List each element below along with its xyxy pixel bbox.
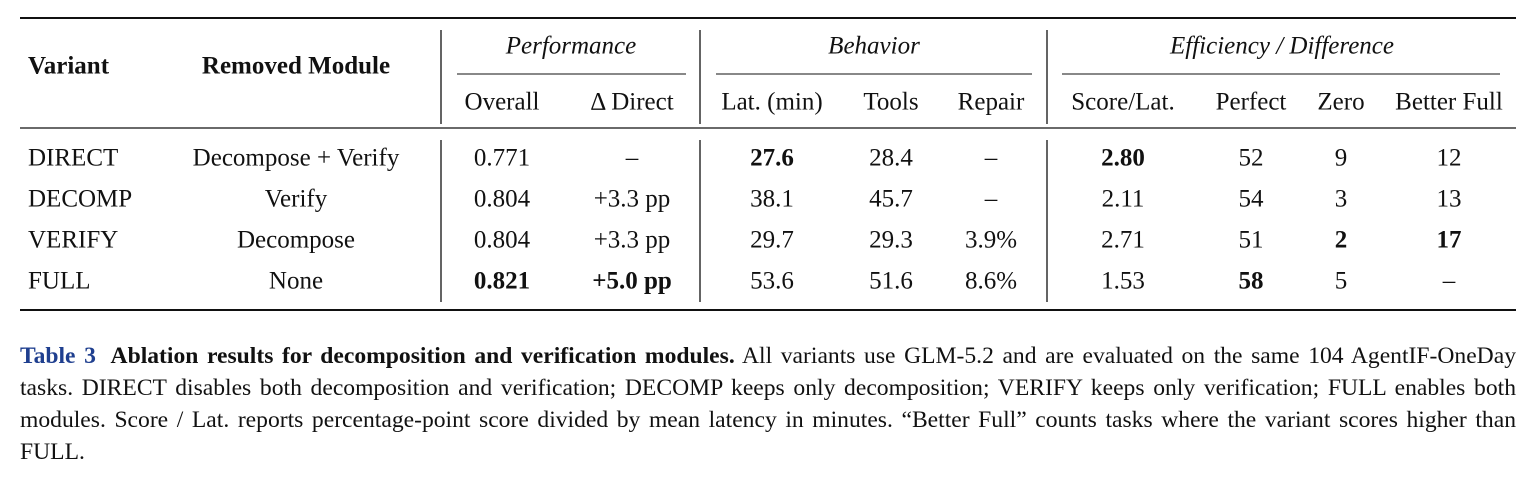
table-cell: VERIFY [28,227,118,254]
table-cell: – [984,186,998,213]
table-cell: 5 [1335,268,1348,295]
table-cell: 51 [1239,227,1264,254]
caption: Table 3 Ablation results for decompositi… [20,340,1516,468]
table-cell: 45.7 [869,186,913,213]
group-title: Performance [505,33,637,60]
table-cell: 0.821 [474,268,530,295]
table-cell: – [625,145,639,172]
column-header: Perfect [1216,89,1287,116]
table-cell: Decompose [237,227,355,254]
table-cell: 38.1 [750,186,794,213]
table-cell: 1.53 [1101,268,1145,295]
column-header: Score/Lat. [1071,89,1174,116]
table-cell: – [1442,268,1456,295]
table-cell: None [269,268,323,295]
table-cell: 2 [1335,227,1348,254]
caption-text: All variants use GLM-5.2 and are evaluat… [20,343,1516,465]
table-cell: Decompose + Verify [193,145,400,172]
table-cell: DECOMP [28,186,132,213]
table-cell: 29.3 [869,227,913,254]
caption-label: Table 3 [20,343,96,369]
table-cell: 2.71 [1101,227,1145,254]
table-cell: 27.6 [750,145,794,172]
column-header: Zero [1317,89,1364,116]
table-cell: 9 [1335,145,1348,172]
table-cell: 54 [1239,186,1265,213]
table-cell: FULL [28,268,91,295]
table-cell: 0.771 [474,145,530,172]
table: Variant Removed Module Performance Overal… [20,17,1516,311]
column-separators [440,30,1048,302]
table-cell: 17 [1437,227,1462,254]
column-header: Tools [863,89,918,116]
table-cell: 3.9% [965,227,1017,254]
table-cell: 28.4 [869,145,913,172]
table-cell: +5.0 pp [592,268,672,295]
table-cell: 3 [1335,186,1348,213]
table-cell: +3.3 pp [594,227,671,254]
table-cell: +3.3 pp [594,186,671,213]
group-title: Behavior [828,33,920,60]
table-cell: DIRECT [28,145,118,172]
column-header: Lat. (min) [721,89,822,116]
caption-title: Ablation results for decomposition and v… [110,343,735,369]
group-title: Efficiency / Difference [1169,33,1394,60]
table-cell: 2.11 [1102,186,1145,213]
table-cell: 0.804 [474,227,531,254]
table-cell: 58 [1239,268,1264,295]
column-header: Better Full [1395,89,1503,116]
header-variant: Variant [28,53,110,80]
table-cell: Verify [265,186,328,213]
column-header: Repair [958,89,1025,116]
table-cell: 51.6 [869,268,913,295]
column-header: Overall [465,89,540,116]
table-cell: 13 [1437,186,1462,213]
table-cell: – [984,145,998,172]
table-cell: 53.6 [750,268,794,295]
header-removed-module: Removed Module [202,53,390,80]
table-cell: 52 [1239,145,1264,172]
table-cell: 0.804 [474,186,531,213]
table-cell: 12 [1437,145,1462,172]
table-cell: 8.6% [965,268,1017,295]
column-header: Δ Direct [590,89,673,116]
table-cell: 29.7 [750,227,794,254]
table-cell: 2.80 [1101,145,1145,172]
